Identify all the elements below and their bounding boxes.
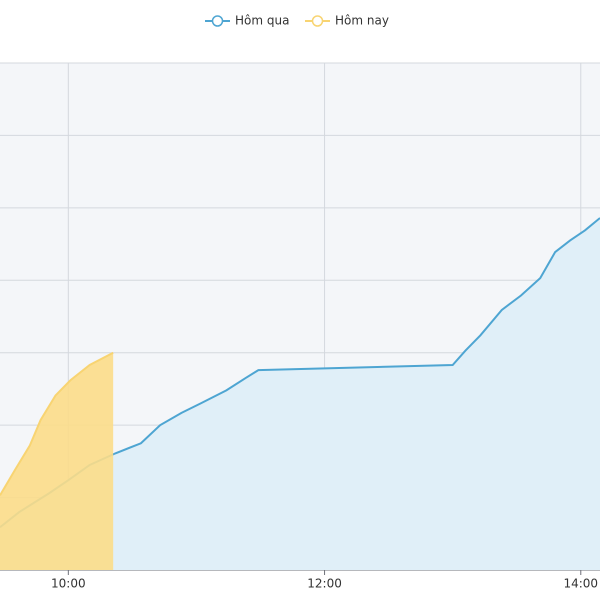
legend-label: Hôm qua — [235, 14, 289, 28]
area — [0, 352, 114, 570]
legend-marker — [211, 15, 224, 27]
legend-label: Hôm nay — [335, 14, 389, 28]
area — [0, 217, 600, 571]
x-tick-label: 12:00 — [307, 577, 342, 591]
line — [0, 351, 114, 496]
legend-item: Hôm qua — [205, 14, 289, 28]
legend-item: Hôm nay — [305, 14, 389, 28]
x-tick-label: 14:00 — [563, 577, 598, 591]
x-tick-label: 10:00 — [51, 577, 86, 591]
legend-marker — [311, 15, 324, 27]
